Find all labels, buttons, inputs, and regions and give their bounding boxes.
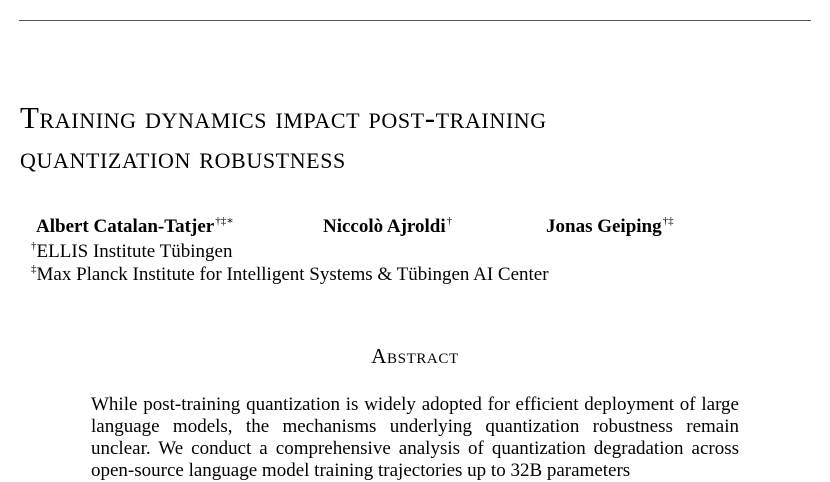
paper-title-line-2: quantization robustness bbox=[20, 140, 346, 175]
abstract-heading: Abstract bbox=[371, 344, 459, 368]
author-3: Jonas Geiping†‡ bbox=[546, 215, 674, 238]
author-affiliation-marks: †‡ bbox=[662, 215, 674, 227]
author-name: Jonas Geiping bbox=[546, 216, 662, 237]
author-2: Niccolò Ajroldi† bbox=[323, 215, 453, 238]
affiliation-1: †ELLIS Institute Tübingen bbox=[31, 240, 233, 263]
paper-title: Training dynamics impact post-training q… bbox=[20, 98, 547, 178]
affiliation-2: ‡Max Planck Institute for Intelligent Sy… bbox=[31, 263, 549, 286]
author-affiliation-marks: †‡∗ bbox=[215, 215, 234, 227]
affiliation-mark: ‡ bbox=[31, 263, 37, 275]
affiliation-name: Max Planck Institute for Intelligent Sys… bbox=[36, 264, 549, 285]
author-name: Albert Catalan-Tatjer bbox=[36, 216, 215, 237]
abstract-body: While post-training quantization is wide… bbox=[91, 394, 739, 481]
affiliation-name: ELLIS Institute Tübingen bbox=[36, 241, 233, 262]
author-1: Albert Catalan-Tatjer†‡∗ bbox=[36, 215, 234, 238]
header-rule bbox=[19, 20, 811, 21]
author-affiliation-marks: † bbox=[446, 215, 453, 227]
paper-title-line-1: Training dynamics impact post-training bbox=[20, 100, 547, 135]
author-name: Niccolò Ajroldi bbox=[323, 216, 446, 237]
affiliation-mark: † bbox=[31, 240, 37, 252]
